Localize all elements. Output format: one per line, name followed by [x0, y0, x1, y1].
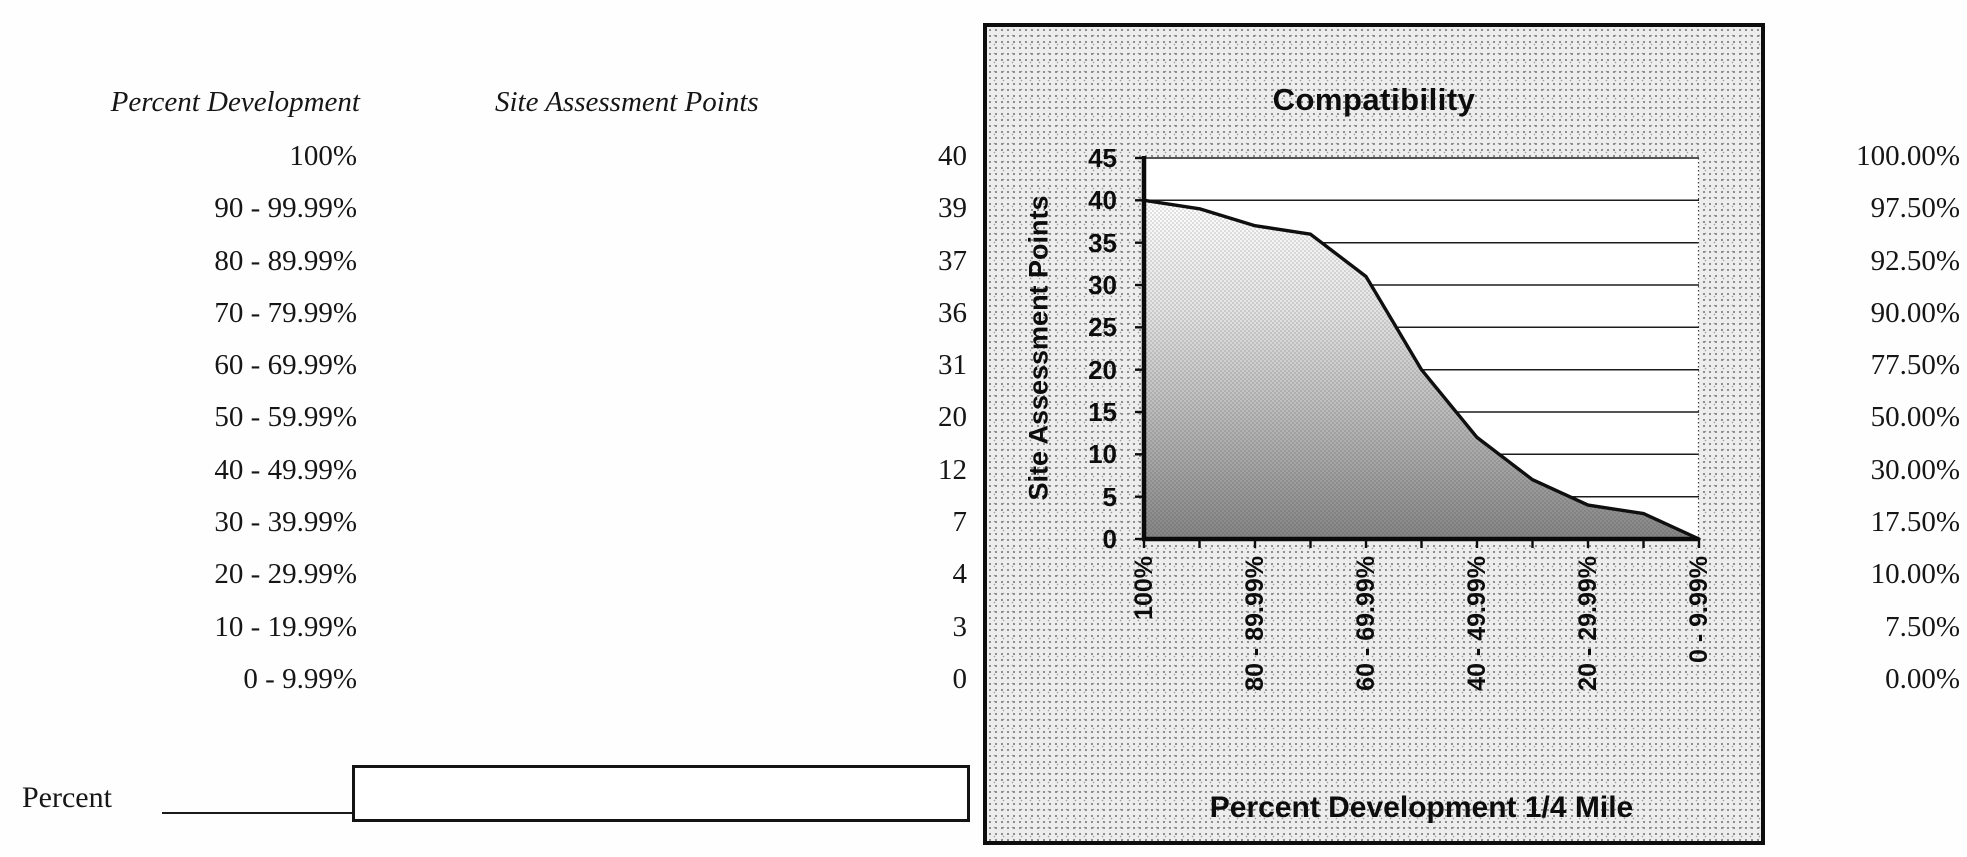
x-tick-label: 0 - 9.99% — [1685, 556, 1713, 664]
column-percent-range: 100% 90 - 99.99% 80 - 89.99% 70 - 79.99% 60 … — [40, 130, 357, 705]
points-cell: 37 — [938, 244, 967, 277]
y-tick-label: 30 — [1088, 270, 1117, 300]
points-cell: 31 — [938, 349, 967, 382]
points-cell: 39 — [938, 192, 967, 225]
cumulative-cell: 30.00% — [1870, 453, 1960, 486]
percent-input[interactable] — [352, 765, 970, 822]
chart-title: Compatibility — [1272, 82, 1476, 117]
points-cell: 4 — [952, 558, 968, 591]
y-tick-label: 25 — [1088, 312, 1117, 343]
cumulative-cell: 92.50% — [1870, 244, 1960, 277]
x-tick-label: 100% — [1130, 556, 1158, 620]
cumulative-cell: 17.50% — [1870, 506, 1960, 539]
percent-field-label: Percent — [22, 781, 112, 814]
series-line — [1142, 198, 1701, 541]
cumulative-cell: 7.50% — [1885, 610, 1960, 643]
points-cell: 3 — [952, 610, 968, 643]
y-tick-label: 15 — [1088, 397, 1117, 427]
x-tick-label: 60 - 69.99% — [1352, 556, 1380, 691]
y-tick-label: 5 — [1102, 481, 1117, 512]
cumulative-cell: 77.50% — [1870, 349, 1960, 382]
points-cell: 20 — [938, 401, 967, 434]
percent-field-underline — [162, 812, 354, 814]
cumulative-cell: 0.00% — [1885, 662, 1960, 695]
range-cell: 100% — [289, 140, 357, 172]
points-cell: 36 — [938, 296, 967, 329]
range-cell: 80 - 89.99% — [214, 244, 357, 277]
range-cell: 60 - 69.99% — [214, 349, 357, 382]
column-points: 40 39 37 36 31 20 12 7 4 3 0 — [800, 130, 967, 705]
cumulative-cell: 97.50% — [1870, 192, 1960, 225]
header-percent-development: Percent Development — [110, 86, 360, 118]
range-cell: 40 - 49.99% — [214, 453, 357, 486]
range-cell: 30 - 39.99% — [214, 506, 357, 539]
x-axis-title: Percent Development 1/4 Mile — [1209, 791, 1634, 824]
cumulative-cell: 90.00% — [1870, 296, 1960, 329]
y-tick-label: 0 — [1102, 524, 1117, 554]
points-cell: 12 — [938, 453, 967, 486]
range-cell: 90 - 99.99% — [214, 192, 357, 225]
range-cell: 70 - 79.99% — [214, 296, 357, 329]
range-cell: 20 - 29.99% — [214, 558, 357, 591]
chart-plot-svg — [1135, 156, 1701, 548]
x-tick-label: 20 - 29.99% — [1574, 556, 1602, 691]
range-cell: 0 - 9.99% — [243, 662, 357, 695]
column-cumulative-percent: 100.00% 97.50% 92.50% 90.00% 77.50% 50.00% 30.… — [1760, 130, 1960, 705]
compatibility-chart: Compatibility Site Assessment Points Per… — [983, 23, 1765, 845]
cumulative-cell: 100.00% — [1856, 140, 1960, 172]
x-tick-label: 40 - 49.99% — [1463, 556, 1491, 691]
cumulative-cell: 50.00% — [1870, 401, 1960, 434]
y-tick-label: 40 — [1088, 185, 1117, 216]
points-cell: 7 — [952, 506, 968, 539]
range-cell: 10 - 19.99% — [214, 610, 357, 643]
header-site-assessment-points: Site Assessment Points — [495, 86, 759, 118]
points-cell: 40 — [938, 140, 967, 172]
y-tick-label: 45 — [1088, 143, 1117, 173]
area-series-halftone — [1144, 200, 1699, 540]
x-tick-label: 80 - 89.99% — [1241, 556, 1269, 691]
cumulative-cell: 10.00% — [1870, 558, 1960, 591]
y-tick-label: 35 — [1088, 227, 1117, 258]
points-cell: 0 — [952, 662, 968, 695]
y-tick-label: 10 — [1088, 439, 1117, 470]
y-tick-label: 20 — [1088, 354, 1117, 385]
range-cell: 50 - 59.99% — [214, 401, 357, 434]
